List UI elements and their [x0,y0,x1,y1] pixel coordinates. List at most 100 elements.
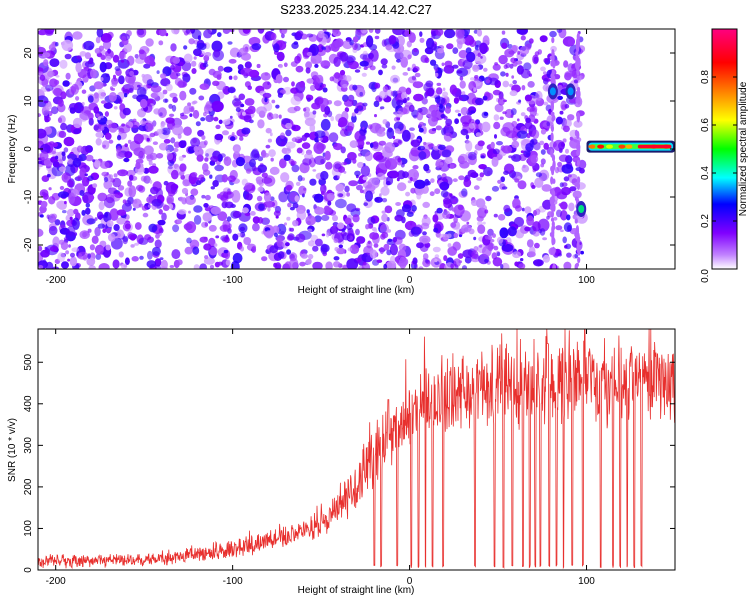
noise-blob [410,226,422,235]
noise-blob [280,141,286,147]
spectrogram-y-tick-label: -10 [23,189,34,204]
noise-blob [182,140,187,147]
noise-blob [65,72,71,80]
noise-blob [497,96,505,106]
noise-blob [150,186,159,195]
noise-blob [100,73,111,84]
noise-blob [362,126,365,130]
noise-blob [321,233,326,237]
noise-blob [63,237,68,241]
snr-x-label: Height of straight line (km) [298,585,415,596]
noise-blob [128,174,134,181]
noise-blob [380,186,390,196]
signal-hot-spot [618,144,626,149]
noise-blob [563,261,572,269]
noise-blob [169,113,175,118]
noise-blob [543,142,549,150]
streak-blob [575,262,580,267]
noise-blob [263,153,269,158]
noise-blob [482,246,492,257]
noise-blob [334,247,340,252]
noise-blob [566,214,571,221]
noise-blob [501,243,514,252]
noise-blob [56,200,67,210]
noise-blob [422,201,431,208]
noise-blob [458,234,463,238]
noise-blob [369,49,379,62]
noise-blob [384,142,396,154]
noise-blob [478,164,487,170]
noise-blob [69,107,76,114]
noise-blob [484,209,489,214]
noise-blob [347,152,357,161]
noise-blob [461,91,466,96]
noise-blob [321,190,325,195]
noise-blob [333,100,342,107]
noise-blob [39,74,46,81]
noise-blob [188,210,191,214]
noise-blob [257,29,265,34]
noise-blob [321,46,326,51]
noise-blob [444,60,453,68]
noise-blob [411,205,417,212]
noise-blob [123,42,132,53]
noise-blob [142,212,149,218]
burst-core [567,87,574,96]
noise-blob [459,76,464,81]
noise-blob [285,242,290,247]
noise-blob [191,29,202,40]
noise-blob [120,263,128,269]
noise-blob [395,202,401,206]
noise-blob [87,95,94,103]
noise-blob [502,111,507,115]
noise-blob [346,192,350,197]
noise-blob [456,37,466,45]
noise-blob [332,29,340,33]
noise-blob [485,195,492,202]
noise-blob [226,216,232,222]
noise-blob [334,39,342,48]
noise-blob [410,187,416,194]
noise-blob [555,225,563,231]
noise-blob [127,55,135,66]
noise-blob [556,29,563,33]
noise-blob [338,117,348,127]
noise-blob [127,180,133,187]
noise-blob [442,233,450,241]
noise-blob [295,181,301,186]
noise-blob [38,71,44,76]
noise-blob [387,238,393,242]
noise-blob [525,143,534,152]
noise-blob [374,114,377,118]
noise-blob [81,209,86,216]
noise-blob [166,152,174,161]
noise-blob [291,164,300,173]
noise-blob [304,153,313,160]
noise-blob [216,193,222,199]
noise-blob [376,259,383,264]
noise-blob [313,142,325,154]
noise-blob [423,163,430,172]
noise-blob [212,180,219,187]
noise-blob [245,168,252,174]
noise-blob [131,255,139,262]
noise-blob [533,259,544,267]
noise-blob [453,258,461,267]
noise-blob [477,140,485,147]
noise-blob [202,63,209,68]
noise-blob [409,67,413,71]
streak-blob [574,218,578,224]
noise-blob [510,108,517,116]
noise-blob [553,139,565,152]
noise-blob [103,197,115,209]
noise-blob [512,80,517,85]
noise-blob [233,75,238,81]
noise-blob [563,222,573,233]
noise-blob [412,81,424,89]
noise-blob [311,102,321,110]
streak-blob [550,165,554,172]
noise-blob [182,179,191,187]
noise-blob [558,154,569,162]
noise-blob [373,228,378,234]
